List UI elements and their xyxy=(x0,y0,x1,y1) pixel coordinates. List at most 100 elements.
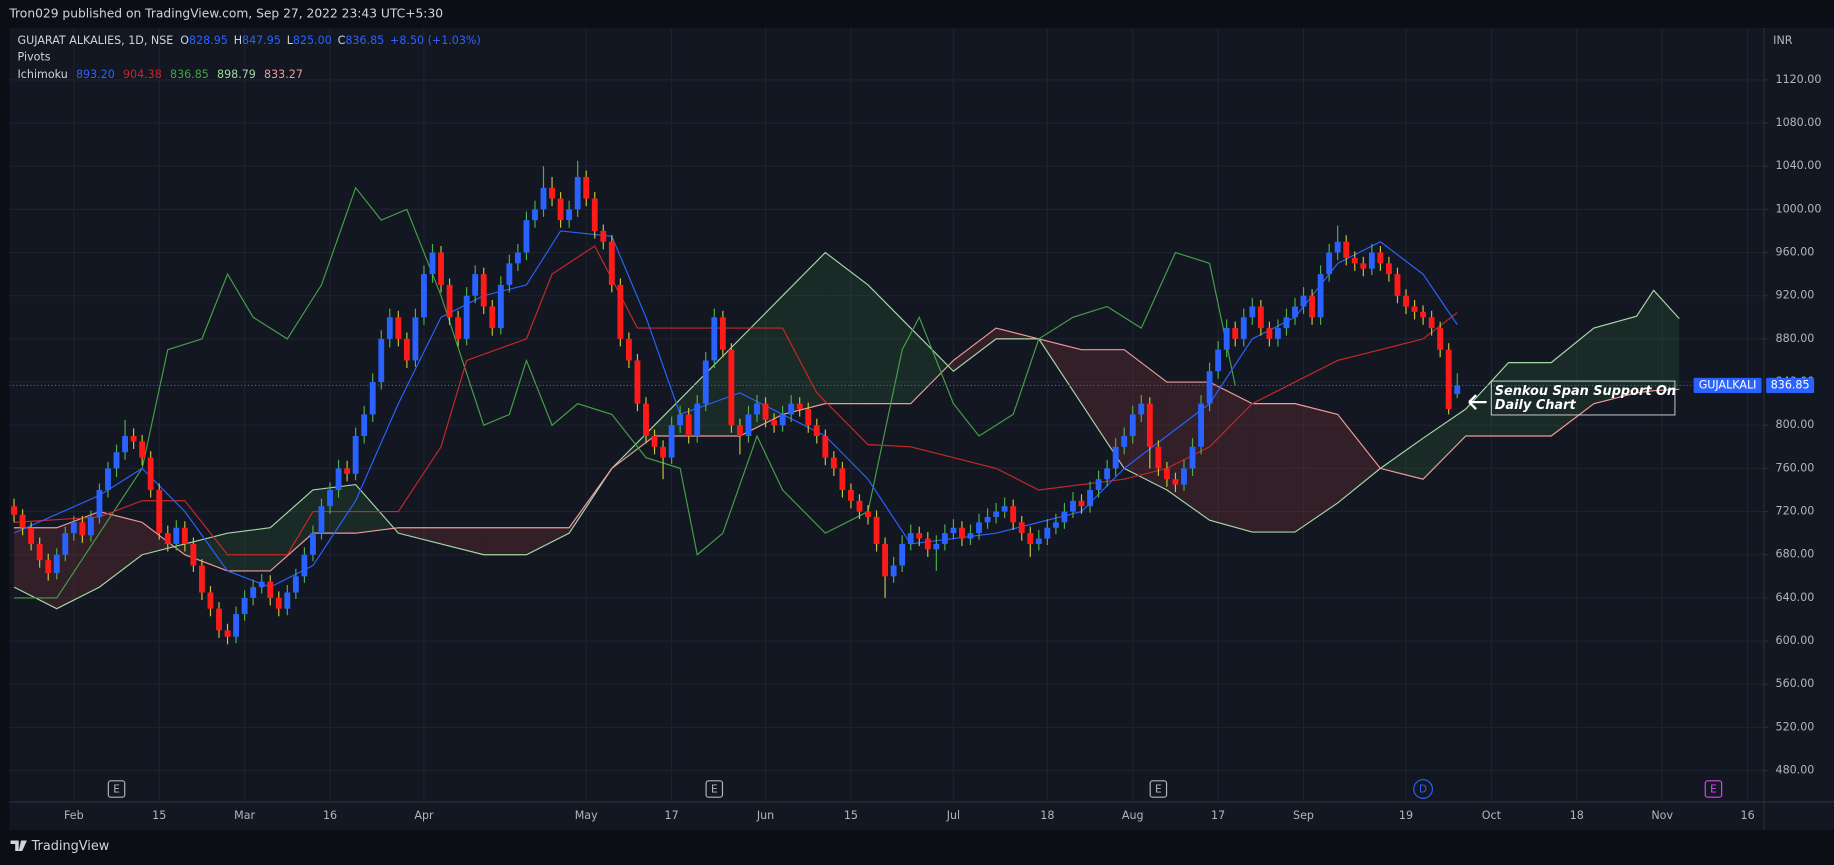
ohlc-value: 847.95 xyxy=(242,34,281,47)
candle-body xyxy=(1309,295,1315,318)
candle-body xyxy=(1138,403,1145,415)
x-tick-label: Mar xyxy=(234,809,255,822)
candle-body xyxy=(216,608,222,631)
ohlc-value: 836.85 xyxy=(345,34,384,47)
cloud-fill xyxy=(1653,290,1680,391)
cloud-fill xyxy=(14,527,57,609)
annotation-text: Daily Chart xyxy=(1495,398,1577,413)
candle-body xyxy=(250,587,257,598)
candle-body xyxy=(1326,252,1333,275)
candle-body xyxy=(369,382,376,415)
x-tick-label: 15 xyxy=(844,809,858,822)
candle-body xyxy=(1052,522,1059,528)
event-marker xyxy=(1149,780,1168,798)
cloud-fill xyxy=(1081,349,1125,469)
x-tick-label: 16 xyxy=(1741,809,1755,822)
candle-body xyxy=(924,538,931,550)
candle-body xyxy=(1129,414,1136,437)
candle-body xyxy=(1351,257,1358,264)
candle-body xyxy=(796,403,803,410)
candle-body xyxy=(113,452,120,469)
ohlc-key: O xyxy=(180,34,189,47)
candle-body xyxy=(950,527,957,534)
candle-body xyxy=(651,436,658,447)
grid xyxy=(9,28,1764,802)
candle-body xyxy=(105,468,111,490)
candle-body xyxy=(1232,328,1239,339)
cloud-fill xyxy=(1252,403,1295,533)
plot-area xyxy=(9,28,1764,802)
candle-body xyxy=(1386,263,1392,275)
candle-body xyxy=(130,436,137,442)
candle-body xyxy=(36,543,43,561)
x-tick-label: Jun xyxy=(756,809,774,822)
candle-body xyxy=(1240,317,1247,339)
candle-body xyxy=(45,560,52,574)
y-tick-label: 720.00 xyxy=(1776,505,1815,518)
publish-info: Tron029 published on TradingView.com, Se… xyxy=(8,7,443,21)
candle-body xyxy=(600,230,607,242)
candle-body xyxy=(933,543,940,550)
ohlc-key: H xyxy=(234,34,242,47)
candle-body xyxy=(352,436,359,474)
candle-body xyxy=(1215,349,1222,372)
candle-body xyxy=(224,630,231,637)
candle-body xyxy=(993,511,1000,517)
x-tick-label: 18 xyxy=(1040,809,1054,822)
candle-body xyxy=(702,360,709,404)
candle-body xyxy=(87,516,94,536)
candle-body xyxy=(241,597,248,615)
legend-header: GUJARAT ALKALIES, 1D, NSE O828.95 H847.95 L… xyxy=(18,34,481,47)
indicator-line xyxy=(13,230,1458,588)
candle-body xyxy=(1070,500,1076,512)
candle-body xyxy=(122,436,128,453)
y-tick-label: 1080.00 xyxy=(1776,116,1822,129)
candle-body xyxy=(28,527,35,544)
symbol-tag: GUJALKALI xyxy=(1699,378,1757,391)
y-tick-label: 800.00 xyxy=(1776,418,1815,431)
candle-body xyxy=(719,317,726,350)
x-tick-label: 16 xyxy=(323,809,337,822)
candle-body xyxy=(62,533,69,555)
event-label: E xyxy=(113,784,120,796)
candle-body xyxy=(574,176,581,210)
candle-body xyxy=(506,263,513,285)
candle-body xyxy=(907,533,914,544)
y-tick-label: 920.00 xyxy=(1776,289,1815,302)
candle-body xyxy=(557,198,564,221)
candle-body xyxy=(976,522,982,534)
candle-body xyxy=(668,425,675,458)
candle-body xyxy=(147,457,154,490)
cloud-fill xyxy=(910,328,954,404)
cloud-fill xyxy=(1551,328,1594,437)
candle-body xyxy=(1172,479,1179,485)
cloud-fill xyxy=(868,284,911,404)
x-tick-label: Feb xyxy=(64,809,84,822)
candle-body xyxy=(549,187,555,199)
candle-body xyxy=(335,468,342,490)
cloud-fill xyxy=(99,511,143,588)
candle-body xyxy=(839,468,846,490)
candle-body xyxy=(258,581,265,588)
candle-body xyxy=(762,403,769,420)
candle-body xyxy=(1087,489,1093,507)
candle-body xyxy=(1343,241,1350,258)
candle-body xyxy=(1454,385,1461,394)
candle-body xyxy=(540,187,547,210)
price-tag-bg xyxy=(1766,377,1815,394)
ichimoku-value: 836.85 xyxy=(170,68,209,81)
candle-body xyxy=(984,516,991,523)
candle-body xyxy=(1292,306,1298,318)
candle-body xyxy=(1437,328,1444,350)
event-label: E xyxy=(1155,784,1162,796)
cloud-fill xyxy=(398,527,442,544)
candle-body xyxy=(916,533,923,539)
candle-body xyxy=(1403,295,1409,307)
candle-body xyxy=(736,425,743,437)
candle-body xyxy=(608,241,615,285)
brand: TradingView xyxy=(31,839,110,854)
candle-body xyxy=(728,349,735,426)
y-tick-label: 880.00 xyxy=(1776,332,1815,345)
candle-body xyxy=(1266,328,1273,339)
